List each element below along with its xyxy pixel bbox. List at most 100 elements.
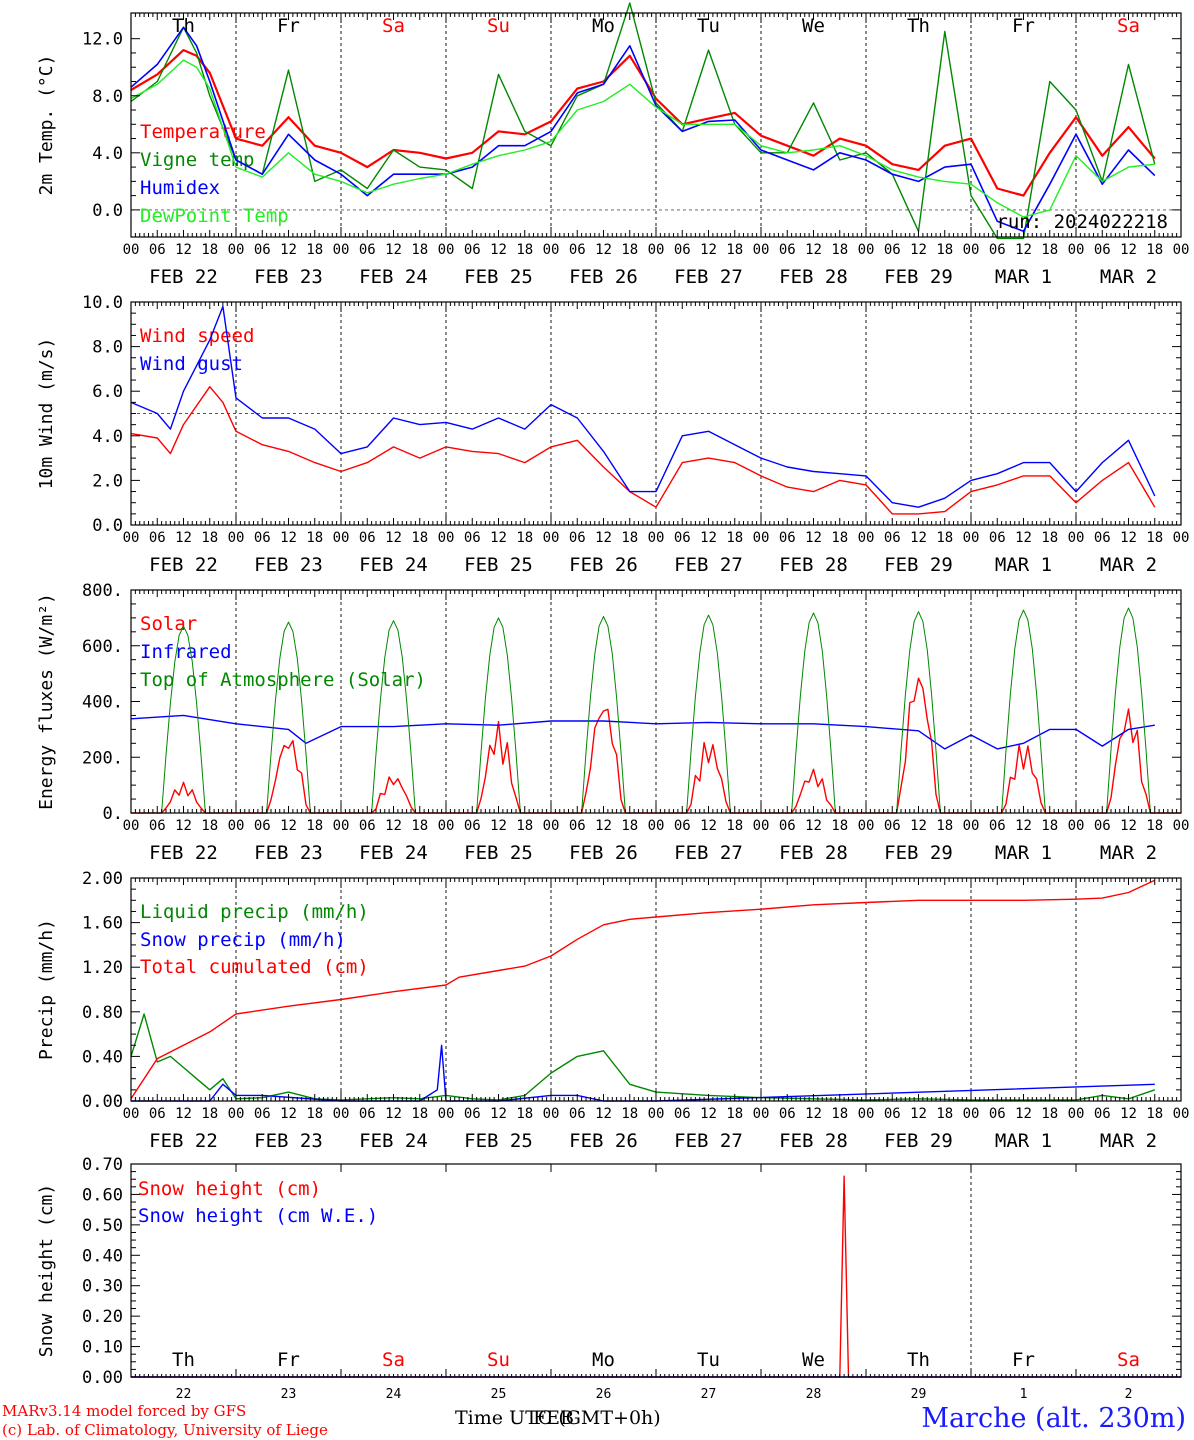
y-axis-title: 2m Temp. (°C) — [36, 55, 57, 196]
y-tick-label: 6.0 — [92, 382, 123, 402]
x-tick-label: 18 — [1041, 242, 1058, 258]
y-tick-label: 4.0 — [92, 427, 123, 447]
x-tick-label: 00 — [228, 818, 245, 834]
x-tick-label: 06 — [1094, 242, 1111, 258]
x-tick-label: 18 — [1041, 1106, 1058, 1122]
panel-4: Liquid precip (mm/h) Snow precip (mm/h) To… — [36, 869, 1189, 1152]
legend-entry: DewPoint Temp — [140, 205, 289, 227]
date-label: FEB 22 — [149, 842, 218, 864]
x-tick-label: 06 — [674, 818, 691, 834]
y-axis-title: Precip (mm/h) — [36, 919, 57, 1060]
weekday-label: We — [802, 15, 825, 37]
x-tick-label: 06 — [359, 818, 376, 834]
x-tick-label: 18 — [306, 1106, 323, 1122]
x-tick-label: 12 — [490, 818, 507, 834]
x-tick-label: 18 — [621, 242, 638, 258]
x-tick-label: 06 — [674, 242, 691, 258]
x-tick-label: 18 — [1041, 818, 1058, 834]
weekday-label: Fr — [1012, 1349, 1035, 1371]
weekday-label: Tu — [697, 15, 720, 37]
x-tick-label: 12 — [805, 1106, 822, 1122]
x-tick-label: 00 — [438, 242, 455, 258]
x-tick-label: 12 — [700, 242, 717, 258]
weekday-label: Mo — [592, 1349, 615, 1371]
x-tick-label: 12 — [385, 530, 402, 546]
x-tick-label: 06 — [359, 530, 376, 546]
date-label: FEB 29 — [884, 842, 953, 864]
x-tick-label: 00 — [123, 1106, 140, 1122]
x-tick-label: 06 — [254, 530, 271, 546]
x-tick-label: 00 — [333, 1106, 350, 1122]
x-tick-label: 12 — [175, 530, 192, 546]
x-tick-label: 00 — [753, 1106, 770, 1122]
series-line — [130, 386, 1156, 515]
weekday-label: Fr — [277, 1349, 300, 1371]
date-label: FEB 24 — [359, 554, 428, 576]
x-tick-label: 18 — [831, 1106, 848, 1122]
x-tick-label: 06 — [884, 818, 901, 834]
x-tick-label: 00 — [228, 530, 245, 546]
x-tick-label: 12 — [700, 818, 717, 834]
x-tick-label: 18 — [516, 818, 533, 834]
date-label: FEB 27 — [674, 842, 743, 864]
x-tick-label: 06 — [254, 242, 271, 258]
y-tick-label: 12.0 — [82, 30, 123, 50]
x-tick-label: 00 — [1068, 818, 1085, 834]
date-label: FEB 26 — [569, 266, 638, 288]
x-tick-label: 12 — [805, 818, 822, 834]
x-tick-label: 06 — [779, 530, 796, 546]
x-tick-label: 00 — [648, 818, 665, 834]
x-tick-label: 12 — [385, 1106, 402, 1122]
x-tick-label: 18 — [411, 818, 428, 834]
x-tick-label: 06 — [149, 1106, 166, 1122]
x-tick-label: 12 — [280, 818, 297, 834]
legend-entry: Top of Atmosphere (Solar) — [140, 669, 426, 691]
y-tick-label: 4.0 — [92, 144, 123, 164]
date-label: FEB 23 — [254, 842, 323, 864]
x-tick-label: 12 — [280, 242, 297, 258]
x-tick-label: 12 — [1120, 1106, 1137, 1122]
x-tick-label: 12 — [700, 530, 717, 546]
x-tick-label: 00 — [543, 242, 560, 258]
x-tick-label: 12 — [490, 242, 507, 258]
x-tick-label: 00 — [543, 530, 560, 546]
y-tick-label: 200. — [82, 748, 123, 768]
x-tick-label: 00 — [858, 530, 875, 546]
y-tick-label: 0.0 — [92, 201, 123, 221]
x-tick-label: 18 — [621, 1106, 638, 1122]
date-label: FEB 29 — [884, 266, 953, 288]
date-label: FEB 25 — [464, 842, 533, 864]
legend-entry: Snow height (cm) — [138, 1178, 321, 1200]
x-tick-label: 18 — [1146, 530, 1163, 546]
x-tick-label: 00 — [333, 242, 350, 258]
legend-entry: Vigne temp — [140, 149, 254, 171]
x-tick-label: 06 — [149, 530, 166, 546]
x-tick-label: 12 — [280, 530, 297, 546]
y-tick-label: 400. — [82, 693, 123, 713]
date-label: FEB 25 — [464, 554, 533, 576]
x-tick-label: 06 — [674, 1106, 691, 1122]
x-tick-label: 00 — [1068, 242, 1085, 258]
y-axis-title: Energy fluxes (W/m²) — [36, 593, 57, 810]
x-tick-label: 12 — [910, 530, 927, 546]
y-axis-title: Snow height (cm) — [36, 1184, 57, 1357]
x-tick-label: 18 — [201, 818, 218, 834]
x-tick-label: 18 — [306, 242, 323, 258]
weekday-label: Sa — [1117, 15, 1140, 37]
date-label: FEB 22 — [149, 1130, 218, 1152]
x-tick-label: 12 — [280, 1106, 297, 1122]
x-tick-label: 00 — [333, 818, 350, 834]
x-tick-label: 00 — [1173, 530, 1190, 546]
x-tick-label: 12 — [910, 242, 927, 258]
x-tick-label: 00 — [753, 530, 770, 546]
weekday-label: Th — [172, 15, 195, 37]
date-label: MAR 1 — [995, 554, 1052, 576]
series-line — [130, 714, 1155, 750]
y-tick-label: 600. — [82, 637, 123, 657]
date-label: FEB 26 — [569, 842, 638, 864]
y-tick-label: 0.20 — [82, 1307, 123, 1327]
x-tick-label: 00 — [858, 242, 875, 258]
panel-2: Wind speed Wind gust 0.0 2.0 4.0 6.0 8.0 10.0 10… — [36, 293, 1189, 576]
x-tick-label: 06 — [464, 530, 481, 546]
x-tick-label: 06 — [1094, 530, 1111, 546]
